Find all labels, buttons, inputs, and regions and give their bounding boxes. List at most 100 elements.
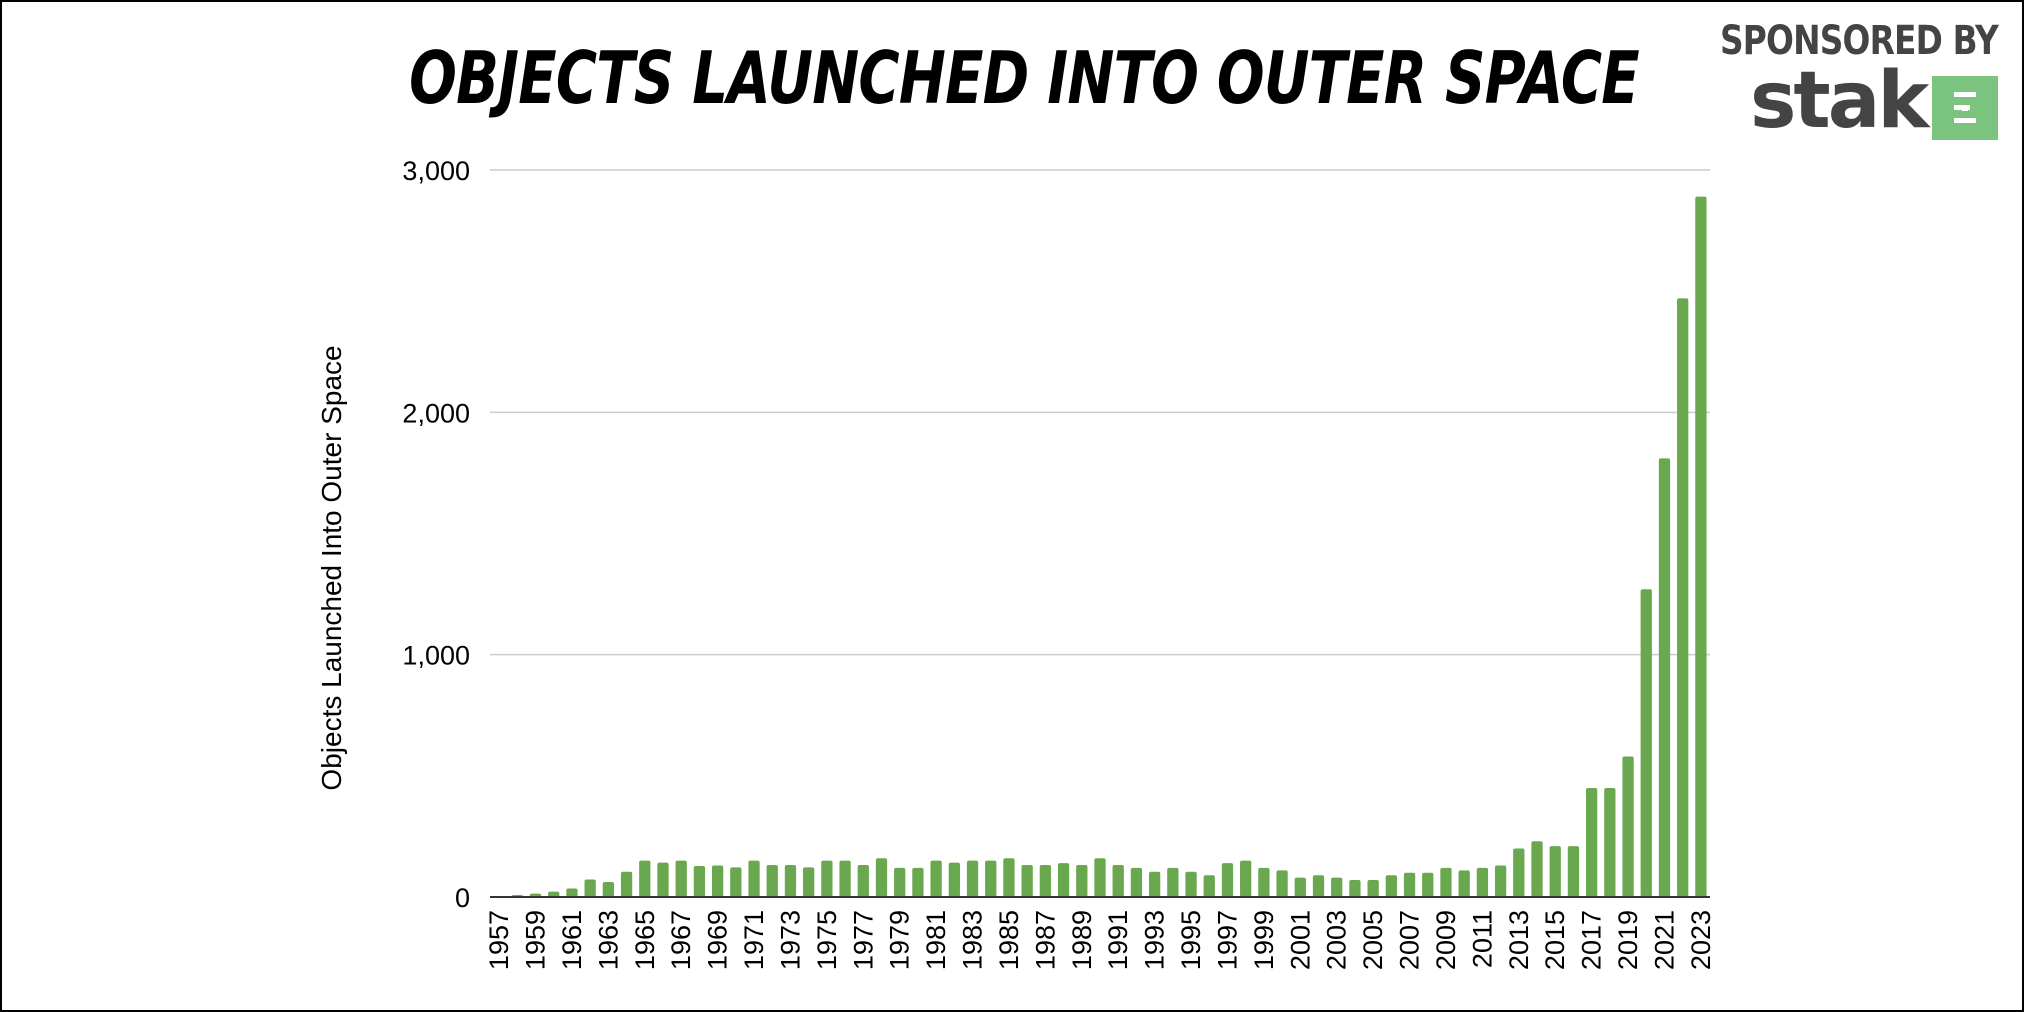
bar-1977 (857, 865, 869, 897)
x-tick-label: 2005 (1358, 910, 1388, 970)
bar-1960 (548, 891, 560, 897)
x-tick-label: 1957 (484, 910, 514, 970)
bar-1963 (602, 881, 615, 897)
bar-1994 (1167, 867, 1179, 897)
sponsor-label: SPONSORED BY (1720, 18, 1999, 64)
bar-1974 (803, 867, 815, 897)
bar-2012 (1494, 865, 1507, 897)
bar-1968 (693, 865, 706, 897)
bar-1969 (711, 865, 724, 897)
bar-1976 (839, 860, 851, 897)
bar-2023 (1695, 196, 1707, 897)
bar-2009 (1440, 867, 1452, 897)
x-tick-label: 1967 (666, 910, 696, 970)
bar-2019 (1622, 756, 1634, 897)
chart-title: OBJECTS LAUNCHED INTO OUTER SPACE (409, 36, 1640, 120)
x-tick-label: 1981 (921, 910, 951, 970)
bar-2020 (1640, 589, 1652, 897)
stak-logo-icon (1932, 76, 1998, 140)
bar-1998 (1240, 860, 1252, 897)
bar-1992 (1130, 867, 1143, 897)
bar-1990 (1094, 858, 1106, 897)
bar-2003 (1331, 877, 1343, 897)
bar-1999 (1258, 867, 1270, 897)
bar-1981 (930, 860, 942, 897)
bar-1975 (821, 860, 833, 897)
x-tick-label: 1985 (994, 910, 1024, 970)
x-tick-label: 1983 (958, 910, 988, 970)
bar-1997 (1221, 863, 1234, 897)
bar-2021 (1658, 458, 1671, 897)
x-tick-label: 2009 (1431, 910, 1461, 970)
x-tick-label: 2013 (1504, 910, 1534, 970)
bar-2014 (1531, 841, 1543, 897)
x-tick-labels: 1957 1959 1961 1963 1965 1967 1969 1971 1973 1975… (484, 910, 1716, 970)
bar-2016 (1567, 846, 1580, 897)
x-tick-label: 1991 (1103, 910, 1133, 970)
x-tick-label: 2007 (1395, 910, 1425, 970)
bar-1964 (620, 871, 633, 897)
x-tick-label: 1999 (1249, 910, 1279, 970)
x-tick-label: 1959 (521, 910, 551, 970)
x-tick-label: 2003 (1322, 910, 1352, 970)
x-tick-label: 1965 (630, 910, 660, 970)
x-tick-label: 1975 (812, 910, 842, 970)
x-tick-label: 2021 (1649, 910, 1679, 970)
bar-2022 (1677, 298, 1689, 898)
bars (493, 196, 1707, 898)
x-tick-label: 2011 (1467, 910, 1497, 968)
bar-2006 (1385, 875, 1397, 897)
bar-2005 (1367, 880, 1379, 897)
x-tick-label: 1987 (1030, 910, 1060, 970)
x-tick-label: 2001 (1285, 910, 1315, 970)
bar-1987 (1039, 865, 1052, 897)
x-tick-label: 2019 (1613, 910, 1643, 970)
bar-2008 (1422, 872, 1434, 897)
bar-1980 (912, 867, 924, 897)
x-tick-label: 1977 (848, 910, 878, 970)
x-tick-label: 1993 (1140, 910, 1170, 970)
bar-1966 (657, 862, 669, 897)
bar-1978 (875, 858, 888, 897)
bar-1996 (1203, 875, 1215, 897)
bar-2017 (1585, 787, 1598, 897)
bar-2001 (1294, 877, 1306, 897)
bar-1995 (1185, 871, 1197, 897)
x-tick-label: 1989 (1067, 910, 1097, 970)
bar-2010 (1458, 870, 1470, 897)
bar-2011 (1476, 867, 1489, 897)
y-axis-title: Objects Launched Into Outer Space (316, 345, 347, 790)
x-tick-label: 2023 (1686, 910, 1716, 970)
bar-2002 (1312, 875, 1325, 897)
bar-1984 (985, 860, 997, 897)
x-tick-label: 1973 (775, 910, 805, 970)
bar-1982 (948, 862, 960, 897)
y-tick-label: 0 (455, 883, 470, 913)
bar-1989 (1076, 865, 1088, 897)
bar-1985 (1003, 858, 1015, 897)
bar-1979 (894, 867, 906, 897)
brand-name: stak (1750, 56, 1929, 146)
bar-1993 (1148, 871, 1161, 897)
x-tick-label: 1969 (703, 910, 733, 970)
bar-1983 (966, 860, 979, 897)
bar-1972 (766, 865, 778, 897)
bar-1986 (1021, 865, 1033, 897)
y-tick-label: 3,000 (402, 156, 470, 186)
y-tick-label: 2,000 (402, 398, 470, 428)
y-tick-labels: 0 1,000 2,000 3,000 (402, 156, 470, 913)
x-tick-label: 2015 (1540, 910, 1570, 970)
x-tick-label: 1971 (739, 910, 769, 970)
bar-2013 (1513, 848, 1525, 897)
bar-1967 (675, 860, 687, 897)
bar-1961 (566, 888, 578, 897)
bar-1991 (1112, 865, 1124, 897)
bar-2004 (1349, 880, 1361, 897)
bar-2015 (1549, 846, 1561, 897)
x-tick-label: 1961 (557, 910, 587, 970)
bar-2007 (1403, 872, 1416, 897)
x-tick-label: 1995 (1176, 910, 1206, 970)
bar-2000 (1276, 870, 1288, 897)
bar-1973 (784, 865, 797, 897)
